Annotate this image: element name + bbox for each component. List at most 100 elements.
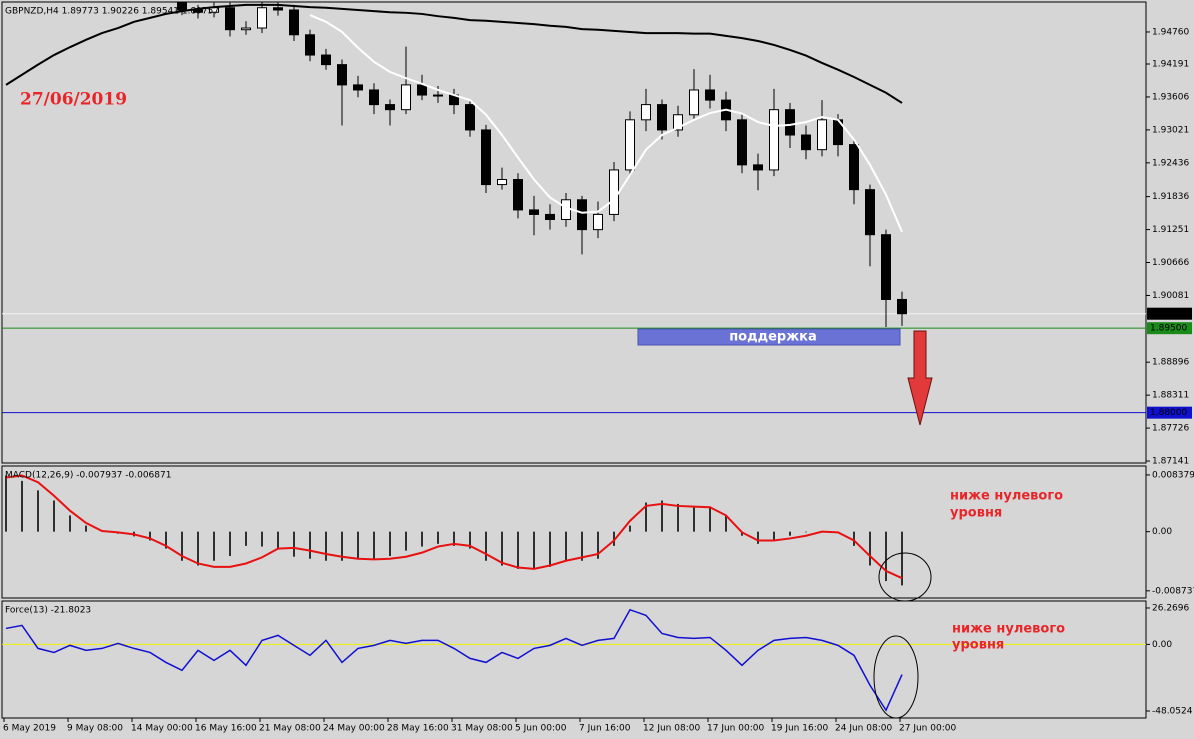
macd-bar <box>709 506 711 532</box>
macd-bar <box>261 531 263 547</box>
macd-bar <box>373 531 375 559</box>
annotation: уровня <box>950 506 1002 521</box>
y-tick-label: 1.91836 <box>1152 192 1189 202</box>
macd-bar <box>245 531 247 546</box>
macd-bar <box>725 515 727 532</box>
support-label: поддержка <box>729 330 817 345</box>
candle-body <box>593 213 603 231</box>
y-tick-label: 1.91251 <box>1152 225 1189 235</box>
macd-bar <box>165 531 167 549</box>
price-level-label: 1.89500 <box>1150 324 1187 334</box>
price-level-tag <box>1147 406 1192 419</box>
y-tick-label: 1.90081 <box>1152 291 1189 301</box>
candle-body <box>753 164 763 171</box>
y-tick-label: 0.00 <box>1152 640 1172 650</box>
annotation: ниже нулевого <box>952 622 1065 637</box>
y-tick-label: 1.94191 <box>1152 60 1189 70</box>
macd-bar <box>629 525 631 532</box>
x-tick-label: 12 Jun 08:00 <box>643 724 700 734</box>
macd-bar <box>565 531 567 561</box>
y-tick-label: 26.2696 <box>1152 603 1189 613</box>
candle-body <box>625 119 635 171</box>
macd-bar <box>741 531 743 536</box>
candle-body <box>881 234 891 300</box>
candle-body <box>529 209 539 215</box>
macd-bar <box>5 475 7 532</box>
macd-bar <box>485 531 487 561</box>
macd-bar <box>805 531 807 533</box>
macd-bar <box>437 531 439 544</box>
candle-body <box>737 119 747 166</box>
x-tick-label: 9 May 08:00 <box>67 724 123 734</box>
highlight-circle <box>873 635 919 719</box>
macd-bar <box>469 531 471 549</box>
macd-bar <box>213 531 215 561</box>
macd-bar <box>789 531 791 536</box>
candle-body <box>769 109 779 171</box>
macd-bar <box>869 531 871 566</box>
candle-body <box>481 129 491 186</box>
date-annotation: 27/06/2019 <box>20 90 127 110</box>
macd-bar <box>405 531 407 551</box>
macd-bar <box>309 531 311 559</box>
macd-bar <box>901 531 903 586</box>
macd-bar <box>613 531 615 546</box>
macd-bar <box>677 503 679 532</box>
macd-bar <box>517 531 519 569</box>
candle-body <box>321 54 331 66</box>
x-tick-label: 16 May 16:00 <box>195 724 257 734</box>
y-tick-label: -0.008737 <box>1152 586 1194 596</box>
x-tick-label: 19 Jun 16:00 <box>771 724 828 734</box>
macd-plot <box>5 474 903 586</box>
y-tick-label: -48.0524 <box>1152 707 1193 717</box>
force-plot <box>2 608 1146 712</box>
macd-bar <box>453 531 455 546</box>
x-tick-label: 21 May 08:00 <box>259 724 321 734</box>
macd-bar <box>293 531 295 557</box>
price-level-label: 1.89757 <box>1150 309 1187 319</box>
macd-bar <box>197 531 199 566</box>
price-plot <box>2 2 1146 414</box>
candle-body <box>497 179 507 186</box>
candle-body <box>225 7 235 31</box>
candle-body <box>705 89 715 101</box>
overlay: 1.89757 1.89500 1.88000 27/06/2019 поддержка… <box>20 90 1192 719</box>
candle-body <box>241 27 251 31</box>
macd-bar <box>757 531 759 544</box>
y-tick-label: 0.00 <box>1152 527 1172 537</box>
candle-body <box>417 84 427 96</box>
candle-body <box>849 144 859 191</box>
macd-bar <box>69 515 71 532</box>
y-tick-label: 1.88896 <box>1152 358 1189 368</box>
macd-bar <box>885 531 887 582</box>
macd-bar <box>181 531 183 561</box>
macd-bar <box>389 531 391 557</box>
macd-bar <box>533 531 535 569</box>
macd-bar <box>325 531 327 561</box>
macd-bar <box>149 531 151 541</box>
candle-body <box>609 169 619 215</box>
candle-body <box>641 104 651 121</box>
macd-bar <box>357 531 359 559</box>
candle-body <box>289 9 299 36</box>
candle-body <box>193 9 203 13</box>
x-tick-label: 28 May 16:00 <box>387 724 449 734</box>
x-tick-label: 5 Jun 00:00 <box>515 724 567 734</box>
highlight-circle <box>878 552 932 602</box>
candle-body <box>657 104 667 131</box>
macd-bar <box>21 480 23 532</box>
y-tick-label: 1.93606 <box>1152 92 1189 102</box>
candle-body <box>785 109 795 136</box>
x-tick-label: 6 May 2019 <box>3 724 56 734</box>
moving-average <box>309 14 903 233</box>
price-level-label: 1.88000 <box>1150 408 1187 418</box>
macd-bar <box>773 531 775 541</box>
annotation: уровня <box>952 638 1004 653</box>
x-tick-label: 24 May 00:00 <box>323 724 385 734</box>
macd-bar <box>37 490 39 532</box>
macd-bar <box>85 525 87 532</box>
price-panel <box>1 1 1147 464</box>
candle-body <box>257 7 267 29</box>
